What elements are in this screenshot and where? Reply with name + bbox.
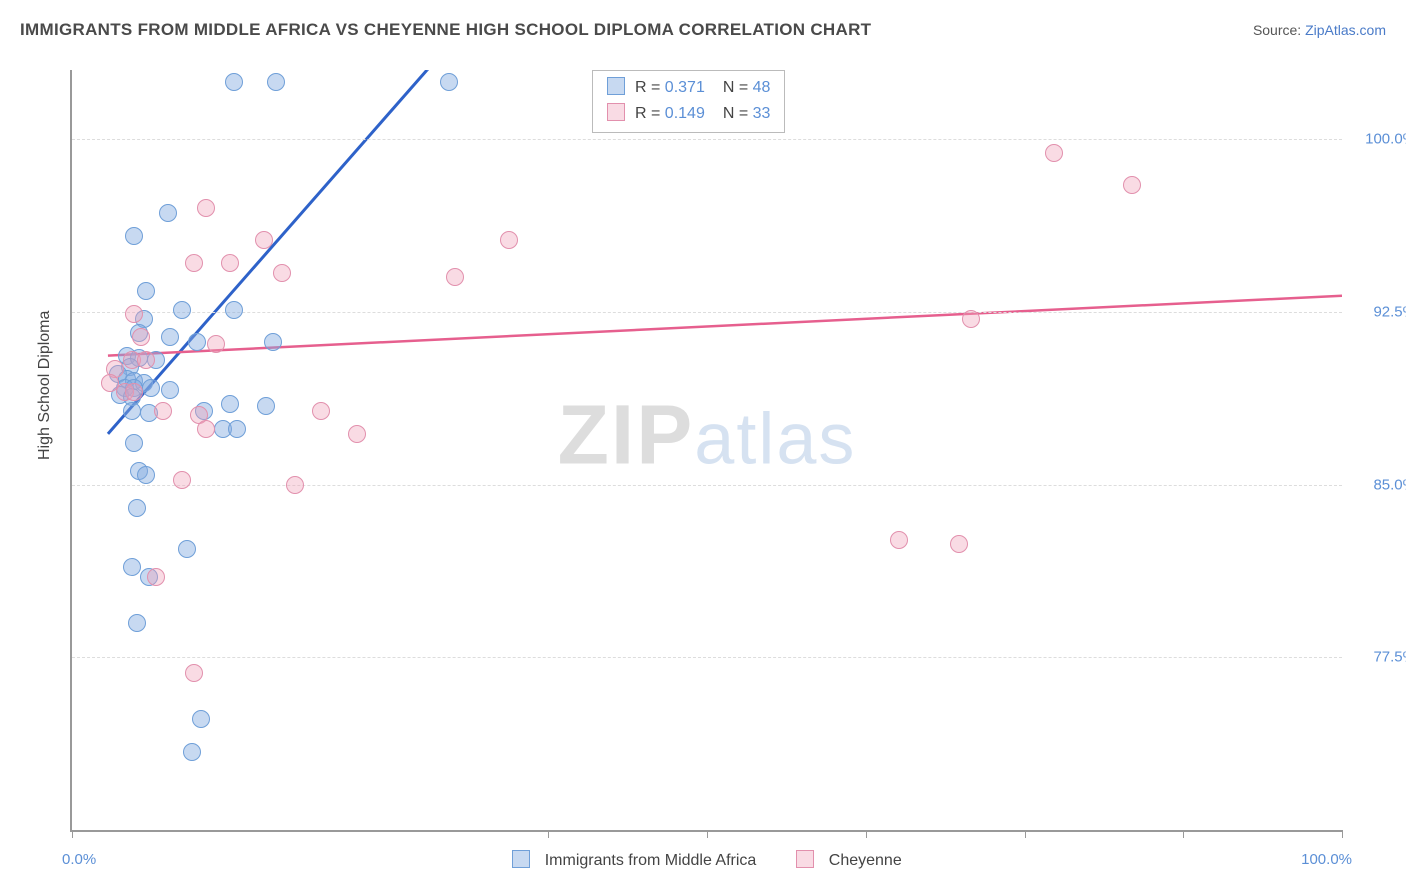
legend-label: Immigrants from Middle Africa (545, 852, 757, 869)
data-point (225, 301, 243, 319)
y-axis-label: High School Diploma (36, 311, 54, 460)
data-point (440, 73, 458, 91)
chart-title: IMMIGRANTS FROM MIDDLE AFRICA VS CHEYENN… (20, 20, 871, 40)
data-point (178, 540, 196, 558)
n-value: 33 (753, 105, 771, 122)
x-tick (548, 830, 549, 838)
data-point (125, 383, 143, 401)
r-label: R = (635, 79, 665, 96)
data-point (125, 434, 143, 452)
data-point (185, 664, 203, 682)
watermark: ZIPatlas (558, 386, 857, 483)
trend-lines (72, 70, 1342, 830)
data-point (228, 420, 246, 438)
x-tick (1025, 830, 1026, 838)
stats-row: R = 0.371 N = 48 (607, 75, 770, 101)
data-point (142, 379, 160, 397)
x-tick (1183, 830, 1184, 838)
data-point (123, 402, 141, 420)
data-point (159, 204, 177, 222)
data-point (173, 471, 191, 489)
plot-area: ZIPatlas R = 0.371N = 48R = 0.149N = 33 … (70, 70, 1342, 832)
data-point (197, 420, 215, 438)
data-point (128, 614, 146, 632)
data-point (267, 73, 285, 91)
data-point (137, 282, 155, 300)
data-point (161, 381, 179, 399)
data-point (1045, 144, 1063, 162)
data-point (154, 402, 172, 420)
data-point (185, 254, 203, 272)
y-tick-label: 85.0% (1352, 476, 1406, 493)
stats-row: R = 0.149 N = 33 (607, 101, 770, 127)
data-point (286, 476, 304, 494)
data-point (207, 335, 225, 353)
data-point (197, 199, 215, 217)
data-point (128, 499, 146, 517)
gridline (72, 139, 1342, 140)
legend-item: Immigrants from Middle Africa (512, 850, 756, 870)
y-tick-label: 77.5% (1352, 649, 1406, 666)
data-point (255, 231, 273, 249)
data-point (125, 305, 143, 323)
gridline (72, 312, 1342, 313)
n-label: N = (723, 79, 753, 96)
data-point (161, 328, 179, 346)
source-link[interactable]: ZipAtlas.com (1305, 22, 1386, 38)
stats-box: R = 0.371 N = 48 R = 0.149 N = 33 (592, 70, 785, 133)
n-label: N = (723, 105, 753, 122)
n-value: 48 (753, 79, 771, 96)
x-tick (1342, 830, 1343, 838)
data-point (500, 231, 518, 249)
chart-container: High School Diploma ZIPatlas R = 0.371 N … (20, 50, 1386, 892)
data-point (950, 535, 968, 553)
data-point (147, 568, 165, 586)
data-point (890, 531, 908, 549)
x-tick (866, 830, 867, 838)
gridline (72, 485, 1342, 486)
data-point (173, 301, 191, 319)
legend-swatch (796, 850, 814, 868)
data-point (132, 328, 150, 346)
source-attribution: Source: ZipAtlas.com (1253, 22, 1386, 38)
legend-swatch (607, 103, 625, 121)
data-point (123, 558, 141, 576)
data-point (1123, 176, 1141, 194)
gridline (72, 657, 1342, 658)
data-point (188, 333, 206, 351)
data-point (221, 254, 239, 272)
data-point (192, 710, 210, 728)
data-point (137, 351, 155, 369)
legend-swatch (607, 77, 625, 95)
r-value: 0.371 (665, 79, 705, 96)
x-tick (72, 830, 73, 838)
trend-line (108, 296, 1342, 356)
source-prefix: Source: (1253, 22, 1305, 38)
data-point (125, 227, 143, 245)
legend-item: Cheyenne (796, 850, 901, 870)
legend-label: Cheyenne (829, 852, 902, 869)
data-point (446, 268, 464, 286)
data-point (257, 397, 275, 415)
data-point (183, 743, 201, 761)
data-point (273, 264, 291, 282)
data-point (137, 466, 155, 484)
data-point (962, 310, 980, 328)
data-point (264, 333, 282, 351)
watermark-atlas: atlas (694, 399, 856, 479)
r-label: R = (635, 105, 665, 122)
header: IMMIGRANTS FROM MIDDLE AFRICA VS CHEYENN… (0, 0, 1406, 50)
bottom-legend: Immigrants from Middle Africa Cheyenne (72, 850, 1342, 870)
y-tick-label: 100.0% (1352, 131, 1406, 148)
data-point (221, 395, 239, 413)
data-point (312, 402, 330, 420)
r-value: 0.149 (665, 105, 705, 122)
data-point (348, 425, 366, 443)
data-point (225, 73, 243, 91)
legend-swatch (512, 850, 530, 868)
y-tick-label: 92.5% (1352, 303, 1406, 320)
watermark-zip: ZIP (558, 387, 695, 481)
x-tick (707, 830, 708, 838)
